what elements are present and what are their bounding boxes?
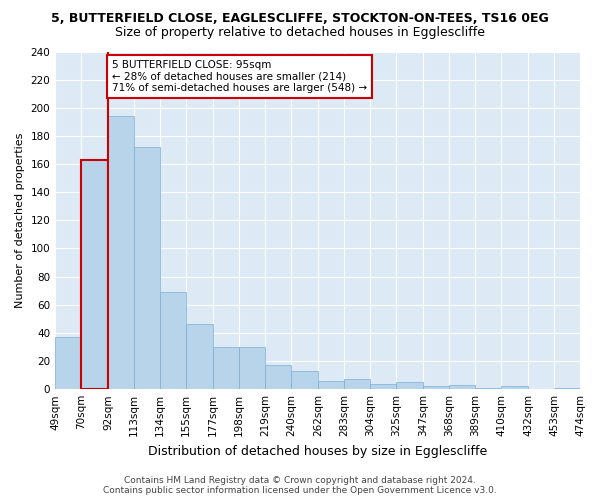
Y-axis label: Number of detached properties: Number of detached properties [15, 132, 25, 308]
Bar [291, 371, 318, 389]
Bar [213, 347, 239, 389]
Bar [370, 384, 396, 389]
Bar [265, 366, 291, 389]
Bar [186, 324, 213, 389]
Text: Size of property relative to detached houses in Egglescliffe: Size of property relative to detached ho… [115, 26, 485, 39]
Text: 5 BUTTERFIELD CLOSE: 95sqm
← 28% of detached houses are smaller (214)
71% of sem: 5 BUTTERFIELD CLOSE: 95sqm ← 28% of deta… [112, 60, 367, 93]
Bar [344, 380, 370, 389]
Bar [423, 386, 449, 389]
Text: Contains HM Land Registry data © Crown copyright and database right 2024.
Contai: Contains HM Land Registry data © Crown c… [103, 476, 497, 495]
Text: 5, BUTTERFIELD CLOSE, EAGLESCLIFFE, STOCKTON-ON-TEES, TS16 0EG: 5, BUTTERFIELD CLOSE, EAGLESCLIFFE, STOC… [51, 12, 549, 26]
Bar [396, 382, 423, 389]
Bar [554, 388, 580, 389]
Bar [55, 337, 81, 389]
Bar [81, 160, 108, 389]
Bar [108, 116, 134, 389]
Bar [134, 147, 160, 389]
Bar [160, 292, 186, 389]
Bar [449, 385, 475, 389]
Bar [318, 380, 344, 389]
X-axis label: Distribution of detached houses by size in Egglescliffe: Distribution of detached houses by size … [148, 444, 487, 458]
Bar [501, 386, 528, 389]
Bar [239, 347, 265, 389]
Bar [475, 388, 501, 389]
